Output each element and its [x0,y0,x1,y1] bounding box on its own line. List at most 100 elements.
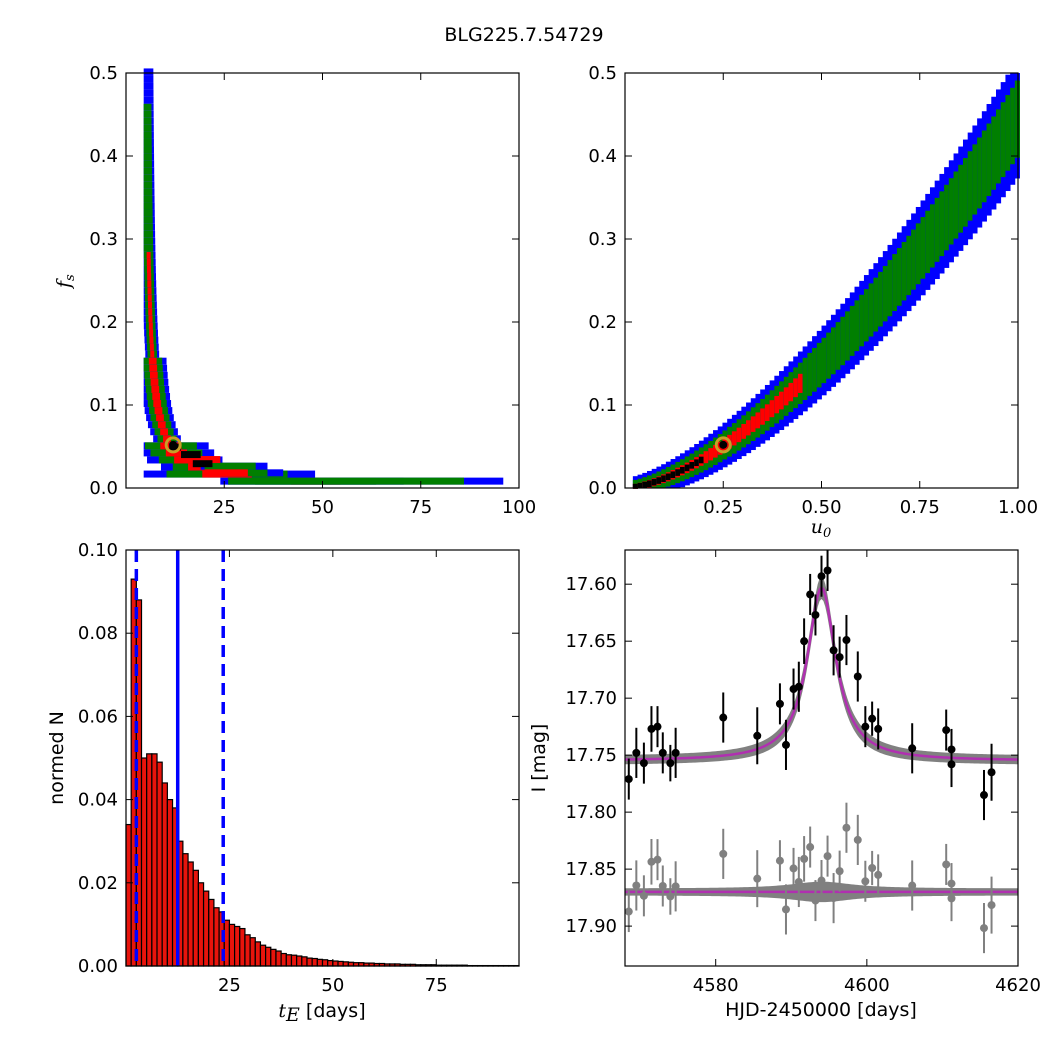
heatmap-cell [147,301,152,309]
heatmap-cell [143,117,152,125]
histogram-bar [156,761,163,967]
heatmap-cell [939,191,945,257]
heatmap-cell [143,223,153,231]
y-tick-label: 0.0 [89,478,118,499]
heatmap-cell [149,371,158,379]
histogram-bar [202,890,210,967]
histogram-bar [327,959,334,967]
residual-point [908,881,917,890]
heatmap-cell [661,475,667,483]
histogram-bar [239,927,246,967]
histogram-bar [280,952,287,967]
y-tick-label: 0.06 [78,706,118,727]
heatmap-cell [986,123,992,197]
heatmap-cell [143,146,152,154]
heatmap-cell [873,277,879,332]
heatmap-cell [143,160,152,168]
data-point [842,636,851,645]
x-tick-label: 4600 [844,975,890,996]
heatmap-cell [741,423,747,439]
data-point [908,744,917,753]
heatmap-cell [878,271,884,327]
heatmap-cell [156,414,164,422]
y-tick-label: 0.02 [78,873,118,894]
y-axis-label: normed N [46,711,68,805]
y-tick-label: 0.10 [78,540,118,561]
heatmap-cell [665,473,671,481]
histogram-bar [161,782,168,967]
heatmap-cell [901,241,907,301]
residual-point [829,894,838,903]
data-point [829,646,838,655]
heatmap-cell [1005,95,1011,171]
heatmap-cell [859,294,865,347]
histogram-bar [290,954,298,967]
residual-point [666,892,675,901]
data-point [753,731,762,740]
y-tick-label: 0.1 [89,395,118,416]
heatmap-cell [689,462,695,469]
heatmap-cell [830,327,837,375]
heatmap-cell [148,315,153,323]
heatmap-cell [995,109,1002,184]
data-point [639,759,648,768]
heatmap-cell [684,464,690,472]
histogram-bar [316,958,324,967]
data-point [942,726,951,735]
heatmap-cell [147,273,152,281]
residual-point [624,907,633,916]
data-point [800,637,809,646]
heatmap-cell [812,347,818,392]
heatmap-cell [647,480,653,488]
heatmap-cell [845,311,851,361]
heatmap-cell [143,89,154,97]
heatmap-cell [981,130,987,203]
histogram-bar [259,944,267,967]
x-tick-label: 0.75 [900,497,940,518]
data-point [719,713,728,722]
heatmap-cell [698,456,704,464]
heatmap-cell [788,382,794,402]
y-tick-label: 0.4 [89,146,118,167]
heatmap-cell [192,460,213,468]
heatmap-cell [143,96,154,104]
heatmap-cell [143,110,152,118]
heatmap-cell [143,244,154,252]
histogram-bar [321,959,329,967]
heatmap-cell [793,378,799,398]
data-point [647,724,656,733]
residual-point [658,881,667,890]
heatmap-cell [760,408,766,425]
data-point [868,714,877,723]
heatmap-cell [143,195,153,203]
y-tick-label: 0.00 [78,956,118,977]
heatmap-cell [708,448,714,461]
heatmap-cell [863,289,870,342]
heatmap-cell [680,466,686,474]
heatmap-cell [143,216,153,224]
heatmap-cell [143,68,154,76]
data-point [794,682,803,691]
histogram-bar [228,923,236,967]
heatmap-cell [143,124,152,132]
histogram-bar [311,957,318,967]
x-tick-label: 4620 [995,975,1041,996]
lightcurve: 4580 4600 4620 17.60 17.65 17.70 17.75 17.80 17.… [528,549,1041,1021]
heatmap-cell [991,116,997,190]
heatmap-cell [896,248,903,306]
x-tick-label: 75 [409,497,432,518]
data-point [947,760,956,769]
heatmap-cell [146,265,151,273]
heatmap-cell [670,471,676,479]
plot-frame [125,72,520,489]
heatmap-cell [1000,102,1006,178]
heatmap-cell [147,294,152,302]
heatmap-cell [764,404,771,421]
histogram-bar [197,882,205,967]
residual-point [942,860,951,869]
residual-point [853,835,862,844]
y-tick-label: 0.04 [78,790,118,811]
heatmap-cell [977,137,983,209]
x-tick-label: 100 [502,497,536,518]
